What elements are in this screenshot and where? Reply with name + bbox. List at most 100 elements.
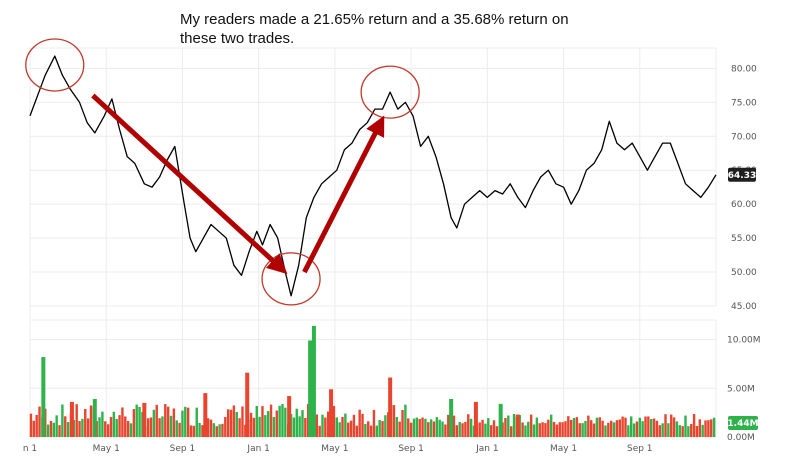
volume-bar <box>229 409 233 437</box>
volume-bar <box>372 409 376 437</box>
volume-bar <box>429 419 433 437</box>
volume-bar <box>701 424 704 437</box>
volume-bar <box>575 417 579 437</box>
volume-bar <box>164 404 167 437</box>
x-tick-label: Sep 1 <box>170 444 196 454</box>
volume-bar <box>624 417 627 437</box>
volume-bar <box>347 422 350 437</box>
volume-bar <box>675 421 679 437</box>
volume-bar <box>121 407 124 437</box>
volume-bar <box>161 416 164 437</box>
volume-bar <box>126 420 130 437</box>
price-tick-label: 45.00 <box>731 302 757 312</box>
volume-bar <box>226 409 230 437</box>
volume-bar <box>589 420 593 437</box>
volume-bar <box>615 420 619 437</box>
volume-bar <box>598 417 601 437</box>
volume-bar <box>224 416 227 437</box>
price-tick-label: 60.00 <box>731 200 757 210</box>
volume-bar <box>101 411 104 437</box>
volume-bar <box>538 423 541 437</box>
volume-bar <box>332 405 336 437</box>
volume-bars <box>29 325 716 437</box>
volume-bar <box>512 414 516 437</box>
volume-bar <box>444 424 447 437</box>
volume-bar <box>504 418 507 437</box>
volume-bar <box>112 411 116 437</box>
highlight-circle <box>25 38 85 92</box>
volume-bar <box>118 415 121 437</box>
volume-bar <box>115 418 118 437</box>
volume-bar <box>278 405 281 437</box>
volume-bar <box>652 418 656 437</box>
volume-bar <box>75 404 78 437</box>
volume-bar <box>146 418 150 437</box>
volume-bar <box>529 414 533 437</box>
volume-bar <box>609 420 613 437</box>
volume-bar <box>604 425 607 437</box>
volume-bar <box>69 401 74 437</box>
volume-bar <box>455 425 459 437</box>
volume-bar <box>84 408 87 437</box>
x-tick-label: May 1 <box>93 444 120 454</box>
volume-bar <box>301 410 304 437</box>
volume-bar <box>375 425 379 437</box>
volume-bar <box>55 415 58 437</box>
volume-tick-label: 0.00M <box>727 433 755 443</box>
volume-bar <box>567 416 570 437</box>
volume-bar <box>647 416 650 437</box>
volume-bar <box>206 418 210 437</box>
volume-bar <box>66 422 70 437</box>
volume-bar <box>358 409 361 437</box>
volume-bar <box>495 426 499 437</box>
price-tick-label: 55.00 <box>731 234 757 244</box>
volume-bar <box>132 409 136 437</box>
volume-bar <box>272 416 276 437</box>
volume-bar <box>287 396 292 437</box>
volume-bar <box>535 417 539 437</box>
volume-bar <box>92 398 97 437</box>
volume-bar <box>189 425 193 437</box>
last-volume-label: 1.44M <box>727 419 758 429</box>
volume-bar <box>481 419 484 437</box>
volume-bar <box>46 424 50 437</box>
volume-bar <box>515 414 520 437</box>
volume-bar <box>184 406 187 437</box>
volume-bar <box>284 407 287 437</box>
volume-bar <box>261 406 264 437</box>
volume-bar <box>655 420 659 437</box>
volume-bar <box>215 426 218 437</box>
volume-bar <box>352 414 356 437</box>
volume-bar <box>569 419 573 437</box>
volume-bar <box>664 414 667 437</box>
volume-bar <box>241 406 244 437</box>
price-tick-label: 80.00 <box>731 64 757 74</box>
volume-bar <box>438 419 441 437</box>
volume-bar <box>401 410 404 437</box>
volume-bar <box>452 415 456 437</box>
volume-bar <box>89 405 93 437</box>
volume-bar <box>252 417 256 437</box>
volume-bar <box>329 389 334 437</box>
volume-bar <box>595 417 599 437</box>
volume-bar <box>404 404 407 437</box>
volume-bar <box>427 422 430 437</box>
volume-bar <box>201 425 204 437</box>
volume-bar <box>687 426 690 437</box>
trend-arrow <box>302 115 385 274</box>
volume-bar <box>449 398 454 437</box>
volume-bar <box>315 414 318 437</box>
volume-bar <box>266 411 270 437</box>
headline: My readers made a 21.65% return and a 35… <box>180 11 569 47</box>
highlight-circle <box>261 252 321 306</box>
volume-bar <box>578 423 581 437</box>
volume-bar <box>695 425 699 437</box>
volume-bar <box>692 413 696 437</box>
volume-bar <box>232 405 236 437</box>
volume-bar <box>86 418 90 437</box>
x-tick-label: May 1 <box>321 444 348 454</box>
x-tick-label: Jan 1 <box>475 444 498 454</box>
price-tick-label: 75.00 <box>731 98 757 108</box>
volume-bar <box>78 421 81 437</box>
x-tick-label: Sep 1 <box>627 444 653 454</box>
